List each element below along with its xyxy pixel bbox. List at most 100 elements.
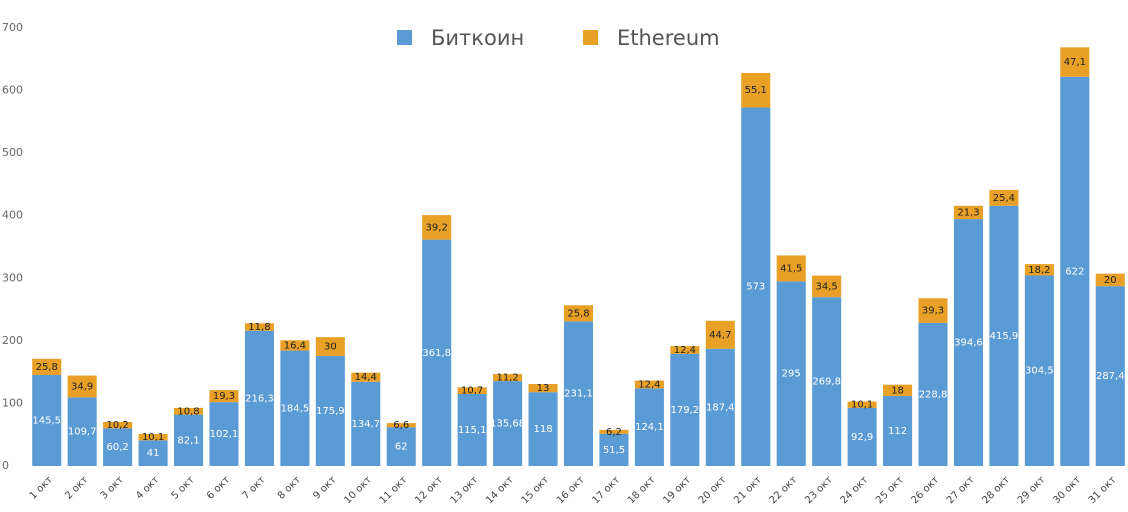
bar-segment [351,381,381,466]
data-label: 10,1 [851,400,873,411]
bar-segment [776,255,806,282]
x-tick-label: 3 окт [99,474,126,501]
y-tick-label: 100 [2,396,23,409]
data-label: 19,3 [213,391,235,402]
bar-segment [989,189,1019,206]
data-label: 25,8 [567,308,589,319]
bar-segment [138,434,168,441]
data-label: 21,3 [957,207,979,218]
data-label: 361,8 [422,348,451,359]
x-tick-label: 13 окт [449,474,481,506]
data-label: 11,2 [496,373,518,384]
data-label: 10,1 [142,432,164,443]
data-label: 102,1 [210,429,239,440]
data-label: 135,68 [490,419,525,430]
x-tick-label: 7 окт [240,474,267,501]
data-label: 12,4 [638,379,660,390]
x-tick-label: 27 окт [945,474,977,506]
x-tick-label: 4 окт [134,474,161,501]
bar-segment [280,340,310,351]
bar-segment [599,433,629,466]
bar-segment [351,372,381,382]
data-label: 6,6 [393,420,409,431]
legend-label: Биткоин [431,26,524,50]
data-label: 287,4 [1096,371,1125,382]
data-label: 115,1 [458,425,487,436]
bar-segment [386,427,416,466]
x-tick-label: 12 окт [413,474,445,506]
x-tick-label: 29 окт [1016,474,1048,506]
y-tick-label: 500 [2,146,23,159]
data-label: 622 [1065,266,1084,277]
x-tick-label: 1 окт [28,474,55,501]
bar-segment [32,358,62,375]
x-tick-label: 21 окт [732,474,764,506]
bar-segment [953,205,984,220]
data-label: 118 [534,424,553,435]
data-label: 179,2 [671,405,700,416]
data-label: 25,8 [36,362,58,373]
x-tick-label: 8 окт [276,474,303,501]
data-label: 10,2 [106,420,128,431]
bar-segment [280,350,310,466]
data-label: 92,9 [851,432,873,443]
y-tick-label: 300 [2,271,23,284]
bar-segment [1024,275,1054,466]
bar-segment [528,384,558,393]
data-label: 6,2 [606,427,622,438]
data-label: 231,1 [564,389,593,400]
bar-segment [883,395,913,466]
data-label: 124,1 [635,422,664,433]
bar-segment [1024,264,1054,276]
bar-segment [209,390,239,403]
x-tick-label: 18 окт [626,474,658,506]
bar-segment [918,298,948,323]
legend-swatch [397,30,412,45]
bar-segment [634,380,664,389]
data-label: 573 [746,282,765,293]
data-label: 25,4 [993,193,1015,204]
x-tick-label: 31 окт [1087,474,1119,506]
bar-segment [1060,76,1090,466]
data-label: 145,5 [32,415,61,426]
x-tick-label: 16 окт [555,474,587,506]
x-tick-label: 15 окт [520,474,552,506]
bar-segment [209,402,239,466]
x-tick-label: 30 окт [1051,474,1083,506]
bar-segment [741,107,771,467]
data-label: 295 [782,369,801,380]
bar-segment [422,239,452,466]
x-tick-label: 19 окт [661,474,693,506]
bar-segment [315,337,345,356]
bar-segment [670,346,700,354]
data-label: 18,2 [1028,265,1050,276]
data-label: 10,8 [177,406,199,417]
y-tick-label: 600 [2,84,23,97]
x-tick-label: 6 окт [205,474,232,501]
bar-segment [386,423,416,428]
data-label: 13 [537,383,550,394]
bar-segment [1060,47,1090,77]
bar-segment [457,393,487,466]
bar-segment [1095,286,1125,466]
data-label: 12,4 [674,345,696,356]
bar-segment [493,381,523,466]
data-label: 269,8 [812,377,841,388]
data-label: 41,5 [780,263,802,274]
bar-segment [812,275,842,298]
data-label: 30 [324,342,337,353]
x-tick-label: 25 окт [874,474,906,506]
y-tick-label: 400 [2,209,23,222]
data-label: 187,4 [706,402,735,413]
data-label: 34,9 [71,381,93,392]
x-tick-label: 5 окт [170,474,197,501]
x-tick-label: 28 окт [980,474,1012,506]
bar-segment [173,414,204,466]
data-label: 112 [888,426,907,437]
data-label: 10,7 [461,386,483,397]
data-label: 44,7 [709,330,731,341]
data-label: 394,6 [954,338,983,349]
bar-segment [563,321,594,466]
data-label: 47,1 [1064,57,1086,68]
x-tick-label: 11 окт [378,474,410,506]
